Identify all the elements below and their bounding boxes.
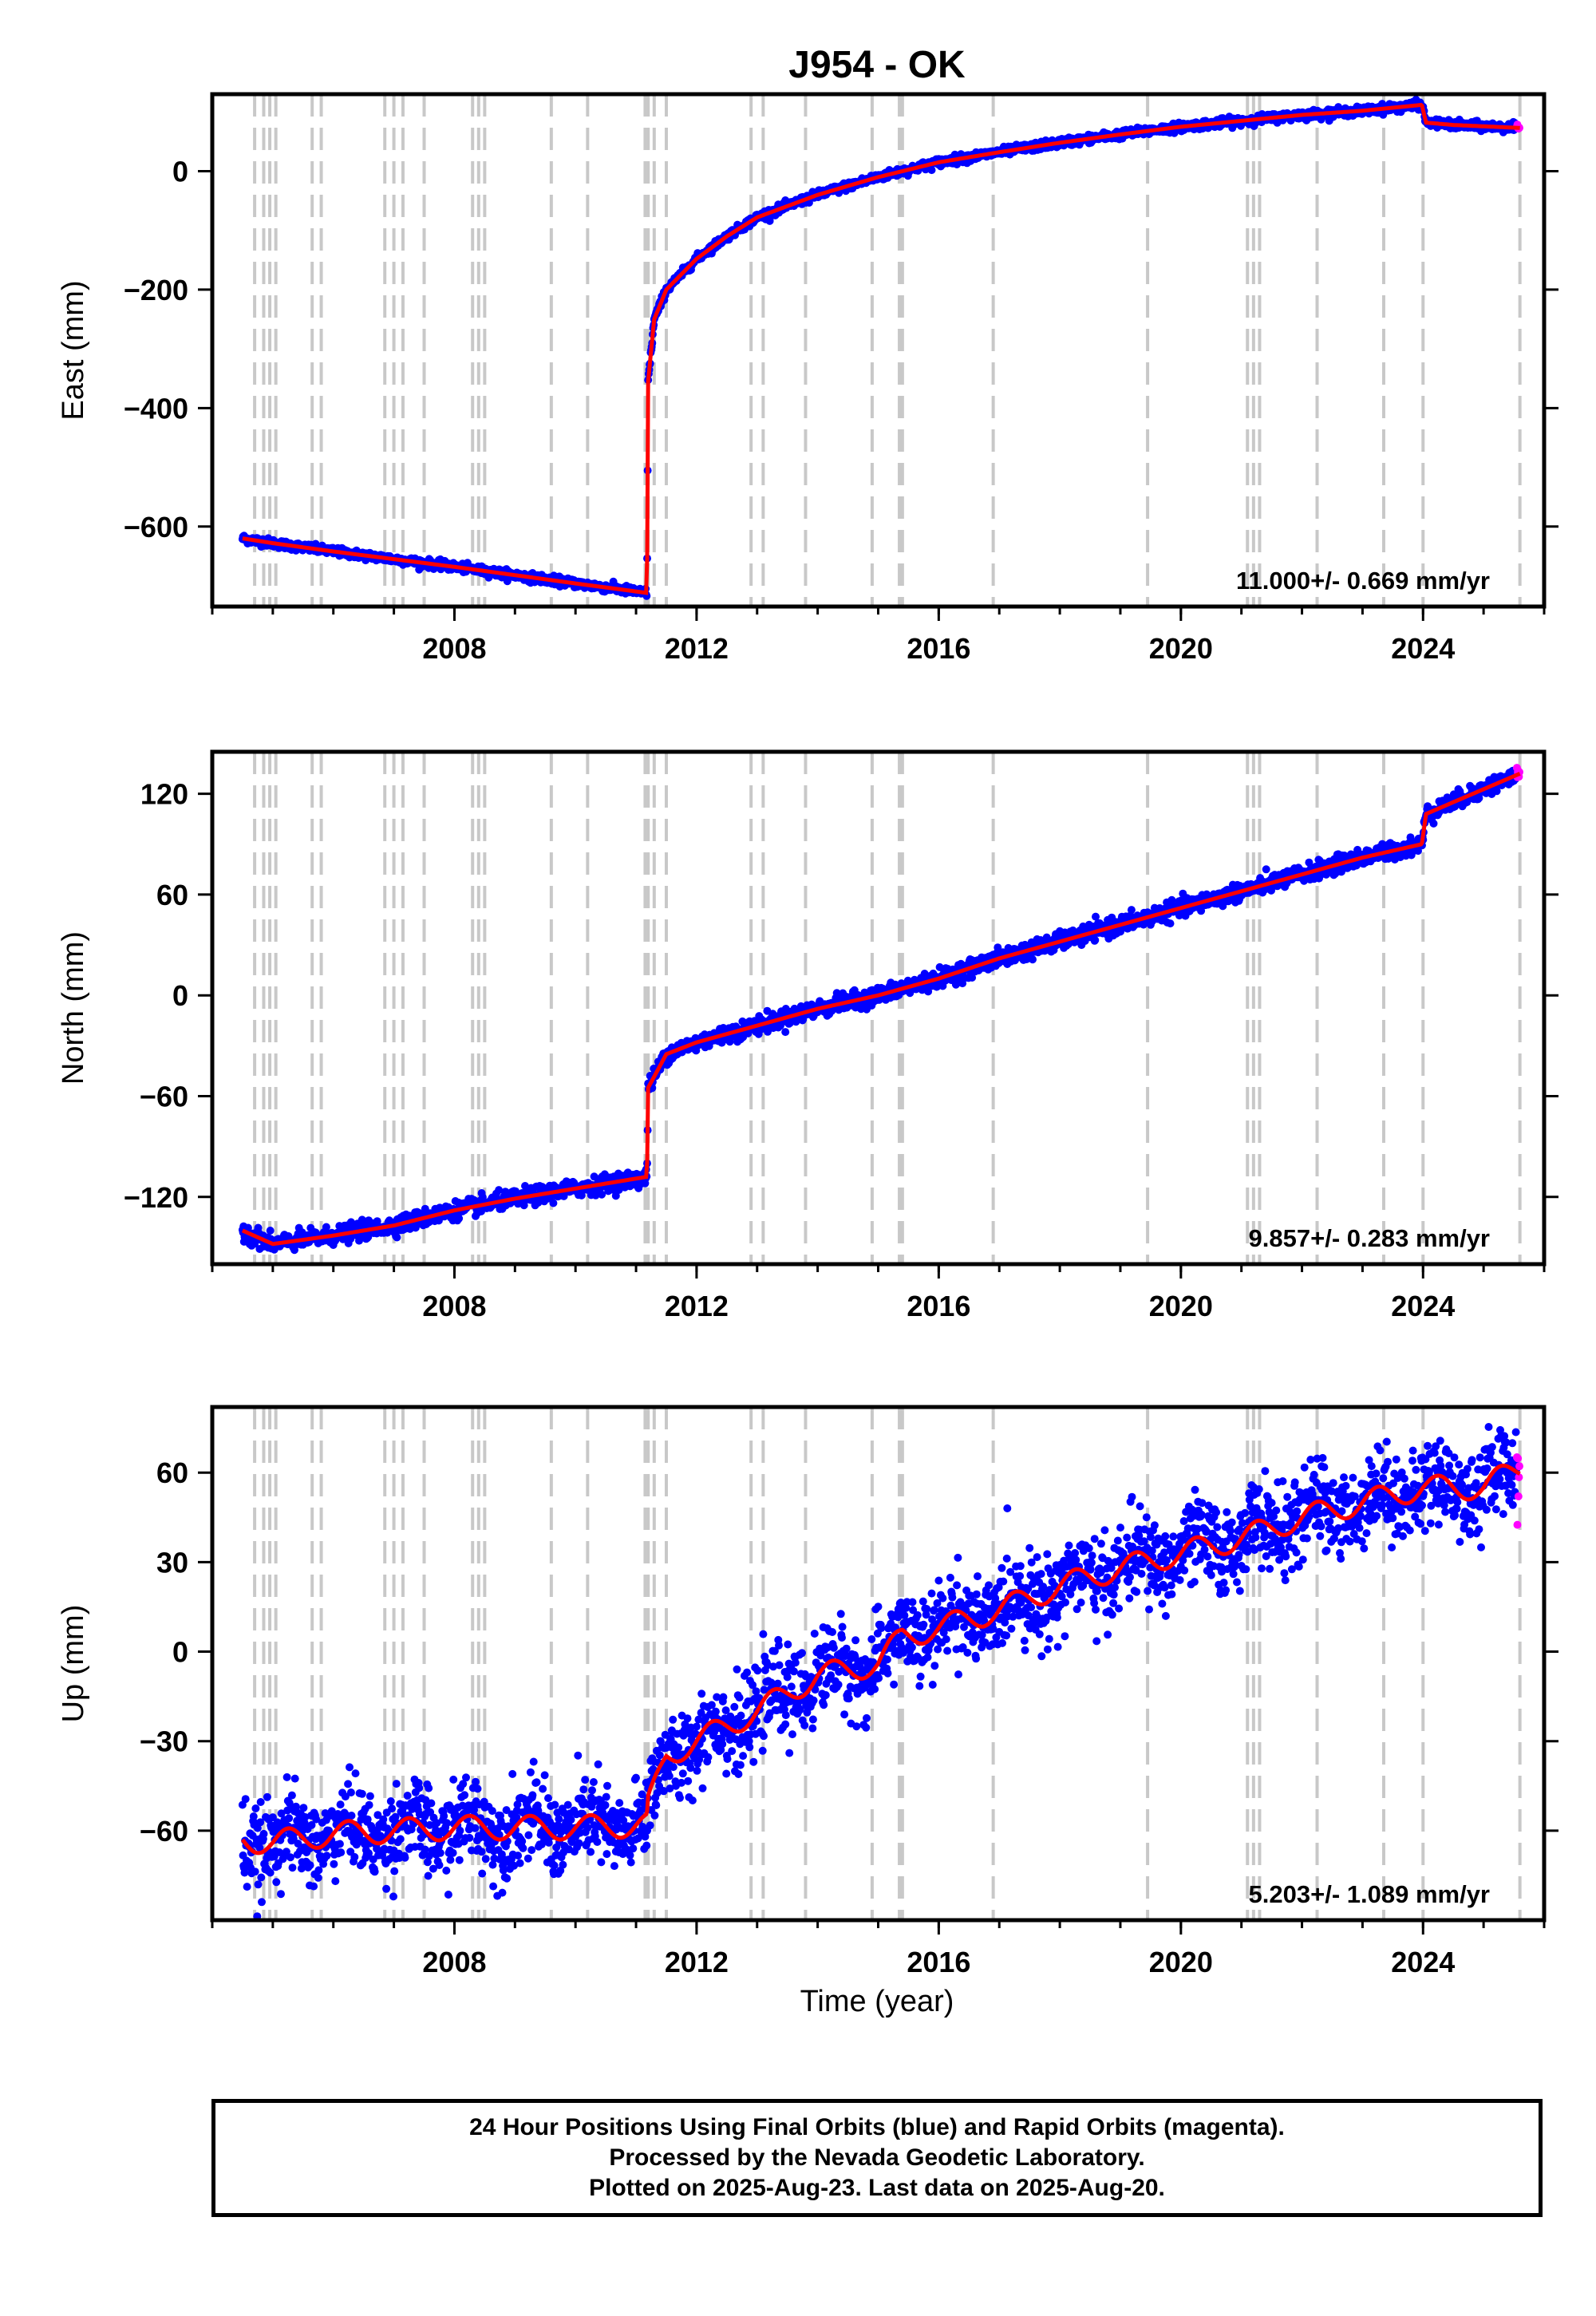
- y-axis-label-east: East (mm): [57, 280, 90, 420]
- final-orbit-point: [1166, 919, 1175, 928]
- final-orbit-point: [611, 1192, 620, 1200]
- y-tick-label: −400: [124, 392, 188, 425]
- final-orbit-point: [590, 1172, 598, 1181]
- final-orbit-point: [1029, 955, 1037, 964]
- final-orbit-point: [968, 974, 977, 982]
- final-orbit-point: [1262, 865, 1270, 874]
- final-orbit-point: [832, 989, 841, 998]
- x-tick-label: 2012: [665, 632, 729, 665]
- x-tick-label: 2024: [1391, 632, 1455, 665]
- x-tick-label: 2008: [422, 632, 486, 665]
- y-tick-label: 0: [172, 155, 188, 188]
- final-orbit-point: [393, 1233, 401, 1242]
- x-tick-label: 2020: [1149, 632, 1213, 665]
- final-orbit-point: [1127, 906, 1136, 915]
- final-orbit-point: [322, 1223, 330, 1231]
- data-points-north: [238, 764, 1523, 1255]
- chart-title: J954 - OK: [788, 44, 966, 86]
- final-orbit-point: [1091, 936, 1100, 944]
- panels: 2008 2012 2016 2020 2024 −600 −400 −200 0 East (m…: [57, 92, 1558, 1978]
- final-orbit-point: [764, 1027, 772, 1036]
- final-orbit-point: [549, 1199, 558, 1207]
- final-orbit-point: [781, 1028, 790, 1037]
- x-tick-label: 2016: [907, 632, 970, 665]
- final-orbit-point: [534, 1199, 543, 1207]
- event-lines: [253, 752, 1522, 1264]
- data-points-east: [238, 95, 1523, 600]
- final-orbit-point: [1167, 895, 1176, 904]
- final-orbit-point: [266, 1227, 275, 1235]
- final-orbit-point: [598, 1190, 606, 1199]
- final-orbit-point: [495, 1186, 504, 1195]
- final-orbit-point: [924, 987, 933, 996]
- final-orbit-point: [1092, 912, 1100, 921]
- panel-east: 2008 2012 2016 2020 2024 −600 −400 −200 0 East (m…: [57, 92, 1558, 665]
- y-tick-label: −600: [124, 511, 188, 543]
- y-tick-label: −200: [124, 274, 188, 306]
- final-orbit-point: [455, 1214, 464, 1223]
- final-orbit-point: [927, 166, 936, 175]
- rate-annotation-east: 11.000+/- 0.669 mm/yr: [1236, 567, 1490, 595]
- final-orbit-point: [577, 1191, 586, 1199]
- model-line-east: [242, 102, 1520, 595]
